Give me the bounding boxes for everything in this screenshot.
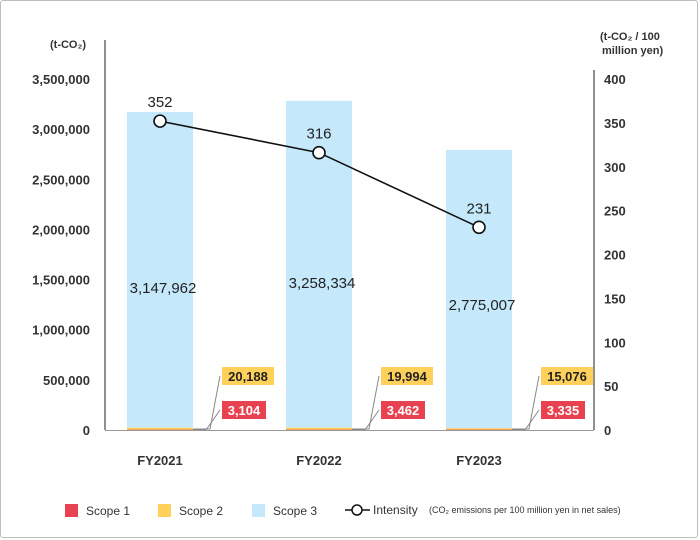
bar-scope3 (446, 149, 512, 429)
intensity-point (472, 220, 486, 235)
callout-leader-scope1 (193, 409, 221, 431)
left-tick-label: 500,000 (43, 373, 90, 388)
scope3-value-label: 3,147,962 (130, 280, 197, 297)
right-tick-label: 100 (604, 335, 626, 350)
x-tick-label: FY2023 (456, 453, 502, 468)
callout-box-scope2 (222, 367, 274, 385)
small-value-callouts: 20,188 3,104 19,994 3,462 15,076 3,335 (193, 367, 593, 431)
intensity-value-label: 316 (306, 126, 331, 143)
left-axis-unit: (t-CO₂) (50, 39, 86, 51)
callout-box-scope2 (381, 367, 433, 385)
left-tick-label: 2,000,000 (32, 222, 90, 237)
legend-intensity-marker-icon (351, 504, 363, 516)
right-tick-label: 0 (604, 423, 611, 438)
right-axis-unit-line1: (t-CO₂ / 100 (600, 31, 660, 43)
scope1-value-label: 3,462 (387, 403, 420, 418)
right-axis-ticks: 0 50 100 150 200 250 300 350 400 (604, 72, 626, 438)
legend-intensity-note: (CO₂ emissions per 100 million yen in ne… (429, 505, 621, 515)
left-tick-label: 3,000,000 (32, 122, 90, 137)
left-tick-label: 3,500,000 (32, 72, 90, 87)
intensity-line: 352 316 231 (147, 94, 492, 235)
legend: Scope 1 Scope 2 Scope 3 Intensity (CO₂ e… (65, 503, 621, 518)
intensity-value-label: 352 (147, 94, 172, 111)
bar-scope3 (127, 111, 193, 428)
callout-box-scope1 (222, 401, 266, 419)
scope3-value-label: 2,775,007 (449, 297, 516, 314)
left-axis-ticks: 0 500,000 1,000,000 1,500,000 2,000,000 2,500… (32, 72, 90, 438)
legend-label-scope3: Scope 3 (273, 504, 317, 518)
left-tick-label: 0 (83, 423, 90, 438)
callout-leader-scope1 (352, 409, 380, 431)
left-tick-label: 2,500,000 (32, 172, 90, 187)
left-tick-label: 1,000,000 (32, 323, 90, 338)
right-tick-label: 350 (604, 116, 626, 131)
legend-swatch-scope2 (158, 504, 171, 517)
scope2-value-label: 15,076 (547, 369, 587, 384)
right-tick-label: 50 (604, 379, 618, 394)
bar-scope2 (286, 427, 352, 430)
callout-box-scope1 (381, 401, 425, 419)
intensity-value-label: 231 (466, 200, 491, 217)
legend-label-scope1: Scope 1 (86, 504, 130, 518)
right-tick-label: 200 (604, 248, 626, 263)
intensity-point (312, 145, 326, 160)
intensity-point (153, 114, 167, 128)
legend-swatch-scope3 (252, 504, 265, 517)
callout-leader-scope2 (193, 375, 221, 430)
legend-label-intensity: Intensity (373, 503, 418, 517)
x-tick-label: FY2021 (137, 453, 183, 468)
callout-box-scope2 (541, 367, 593, 385)
bars: 3,147,962 3,258,334 2,775,007 (127, 100, 516, 430)
callout-box-scope1 (541, 401, 585, 419)
right-tick-label: 250 (604, 204, 626, 219)
scope1-value-label: 3,335 (547, 403, 580, 418)
scope1-value-label: 3,104 (228, 403, 261, 418)
bar-scope2 (127, 427, 193, 430)
right-tick-label: 300 (604, 160, 626, 175)
right-tick-label: 400 (604, 72, 626, 87)
scope2-value-label: 19,994 (387, 369, 428, 384)
scope2-value-label: 20,188 (228, 369, 268, 384)
left-tick-label: 1,500,000 (32, 273, 90, 288)
x-axis-labels: FY2021 FY2022 FY2023 (137, 453, 502, 468)
bar-scope2 (446, 428, 512, 430)
right-axis-unit-line2: million yen) (602, 45, 663, 57)
legend-label-scope2: Scope 2 (179, 504, 223, 518)
callout-leader-scope1 (512, 409, 540, 431)
scope3-value-label: 3,258,334 (289, 275, 356, 292)
x-tick-label: FY2022 (296, 453, 342, 468)
right-tick-label: 150 (604, 291, 626, 306)
callout-leader-scope2 (352, 375, 380, 430)
legend-swatch-scope1 (65, 504, 78, 517)
callout-leader-scope2 (512, 375, 540, 430)
